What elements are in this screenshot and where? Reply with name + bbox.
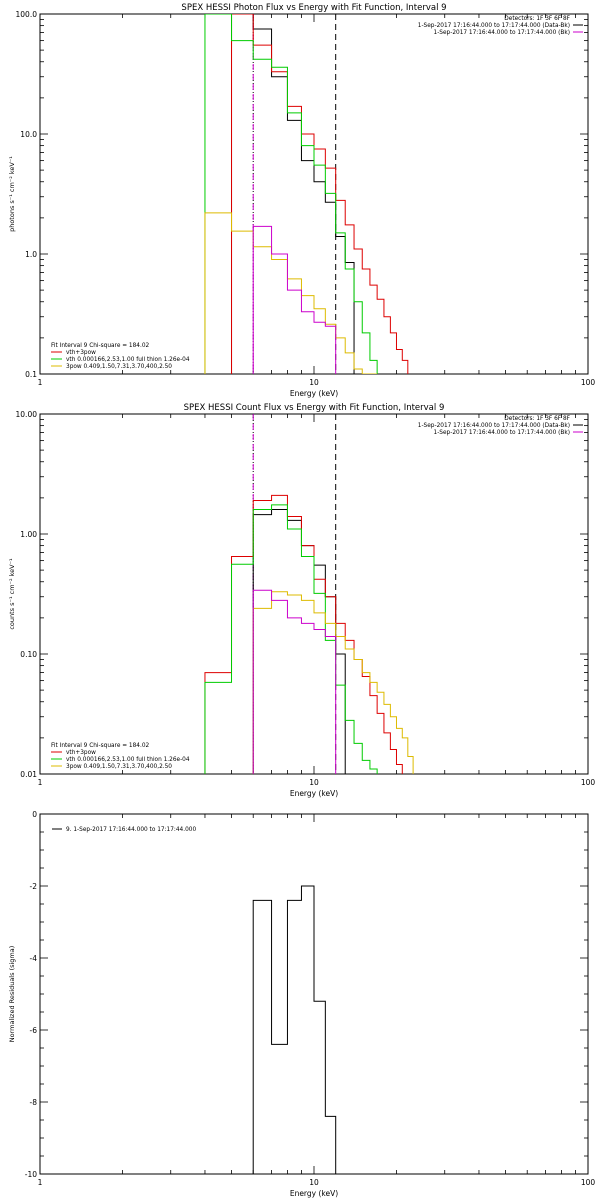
fit-legend-header: Fit Interval 9 Chi-square = 184.02 bbox=[51, 343, 150, 349]
x-tick-label: 10 bbox=[309, 778, 319, 787]
series-bk bbox=[252, 589, 337, 774]
fit-legend-entry: 3pow 0.409,1.50,7.31,3.70,400,2.50 bbox=[66, 764, 172, 770]
y-tick-label: 0.1 bbox=[25, 370, 37, 379]
fit-legend-entry: vth+3pow bbox=[66, 350, 96, 356]
x-tick-label: 1 bbox=[38, 1178, 43, 1187]
fit-legend-entry: vth 0.000166,2.53,1.00 full thion 1.26e-… bbox=[66, 757, 190, 763]
y-tick-label: -4 bbox=[30, 954, 38, 963]
legend-entry: 1-Sep-2017 17:16:44.000 to 17:17:44.000 … bbox=[434, 30, 570, 36]
fit-legend-entry: vth+3pow bbox=[66, 750, 96, 756]
residual-legend-entry: 9. 1-Sep-2017 17:16:44.000 to 17:17:44.0… bbox=[66, 827, 196, 833]
x-tick-label: 1 bbox=[38, 778, 43, 787]
series-data-bk bbox=[252, 509, 346, 774]
x-tick-label: 1 bbox=[38, 378, 43, 387]
chart-panel-3: 1 10 100 Energy (keV) -10 -8 -6 -4 -2 0 Normalized… bbox=[8, 810, 595, 1198]
y-tick-label: 0 bbox=[32, 810, 37, 819]
y-tick-label: 1.0 bbox=[25, 250, 37, 259]
y-axis-label: Normalized Residuals (sigma) bbox=[8, 946, 16, 1043]
legend-entry: Detectors: 1F 3F 6F 8F bbox=[504, 16, 570, 22]
fit-legend-entry: 3pow 0.409,1.50,7.31,3.70,400,2.50 bbox=[66, 364, 172, 370]
y-tick-label: 0.01 bbox=[20, 770, 37, 779]
series-data-bk bbox=[231, 14, 355, 374]
series-bk bbox=[252, 225, 337, 374]
y-tick-label: -8 bbox=[30, 1098, 38, 1107]
x-tick-label: 10 bbox=[309, 378, 319, 387]
fit-legend-header: Fit Interval 9 Chi-square = 184.02 bbox=[51, 743, 150, 749]
x-axis-label: Energy (keV) bbox=[290, 389, 338, 398]
x-tick-label: 10 bbox=[309, 1178, 319, 1187]
chart-title: SPEX HESSI Count Flux vs Energy with Fit… bbox=[184, 403, 445, 413]
legend-entry: 1-Sep-2017 17:16:44.000 to 17:17:44.000 … bbox=[418, 423, 570, 429]
y-axis-label: photons s⁻¹ cm⁻² keV⁻¹ bbox=[8, 156, 16, 232]
legend-entry: 1-Sep-2017 17:16:44.000 to 17:17:44.000 … bbox=[418, 23, 570, 29]
x-tick-label: 100 bbox=[581, 1178, 596, 1187]
y-tick-label: 100.0 bbox=[16, 10, 38, 19]
x-tick-label: 100 bbox=[581, 378, 596, 387]
y-tick-label: -6 bbox=[30, 1026, 38, 1035]
chart-panel-1: SPEX HESSI Photon Flux vs Energy with Fi… bbox=[8, 3, 595, 398]
y-tick-label: -2 bbox=[30, 882, 38, 891]
y-tick-label: -10 bbox=[25, 1170, 37, 1179]
series-vth bbox=[204, 14, 378, 374]
series-3pow bbox=[204, 212, 378, 374]
x-tick-label: 100 bbox=[581, 778, 596, 787]
series-vth-3pow bbox=[231, 14, 409, 374]
legend-entry: 1-Sep-2017 17:16:44.000 to 17:17:44.000 … bbox=[434, 430, 570, 436]
chart-title: SPEX HESSI Photon Flux vs Energy with Fi… bbox=[181, 3, 446, 13]
plot-frame bbox=[39, 413, 589, 775]
series-3pow bbox=[252, 591, 414, 774]
legend-entry: Detectors: 1F 3F 6F 8F bbox=[504, 416, 570, 422]
y-axis-label: counts s⁻¹ cm⁻² keV⁻¹ bbox=[8, 558, 16, 630]
x-axis-label: Energy (keV) bbox=[290, 789, 338, 798]
y-tick-label: 0.10 bbox=[20, 650, 37, 659]
series-vth bbox=[204, 504, 378, 774]
y-tick-label: 10.0 bbox=[20, 130, 37, 139]
series-vth-3pow bbox=[204, 494, 403, 774]
y-tick-label: 1.00 bbox=[20, 530, 37, 539]
y-tick-label: 10.00 bbox=[16, 410, 38, 419]
series-9 bbox=[252, 885, 337, 1174]
chart-panel-2: SPEX HESSI Count Flux vs Energy with Fit… bbox=[8, 403, 595, 798]
fit-legend-entry: vth 0.000166,2.53,1.00 full thion 1.26e-… bbox=[66, 357, 190, 363]
x-axis-label: Energy (keV) bbox=[290, 1189, 338, 1198]
